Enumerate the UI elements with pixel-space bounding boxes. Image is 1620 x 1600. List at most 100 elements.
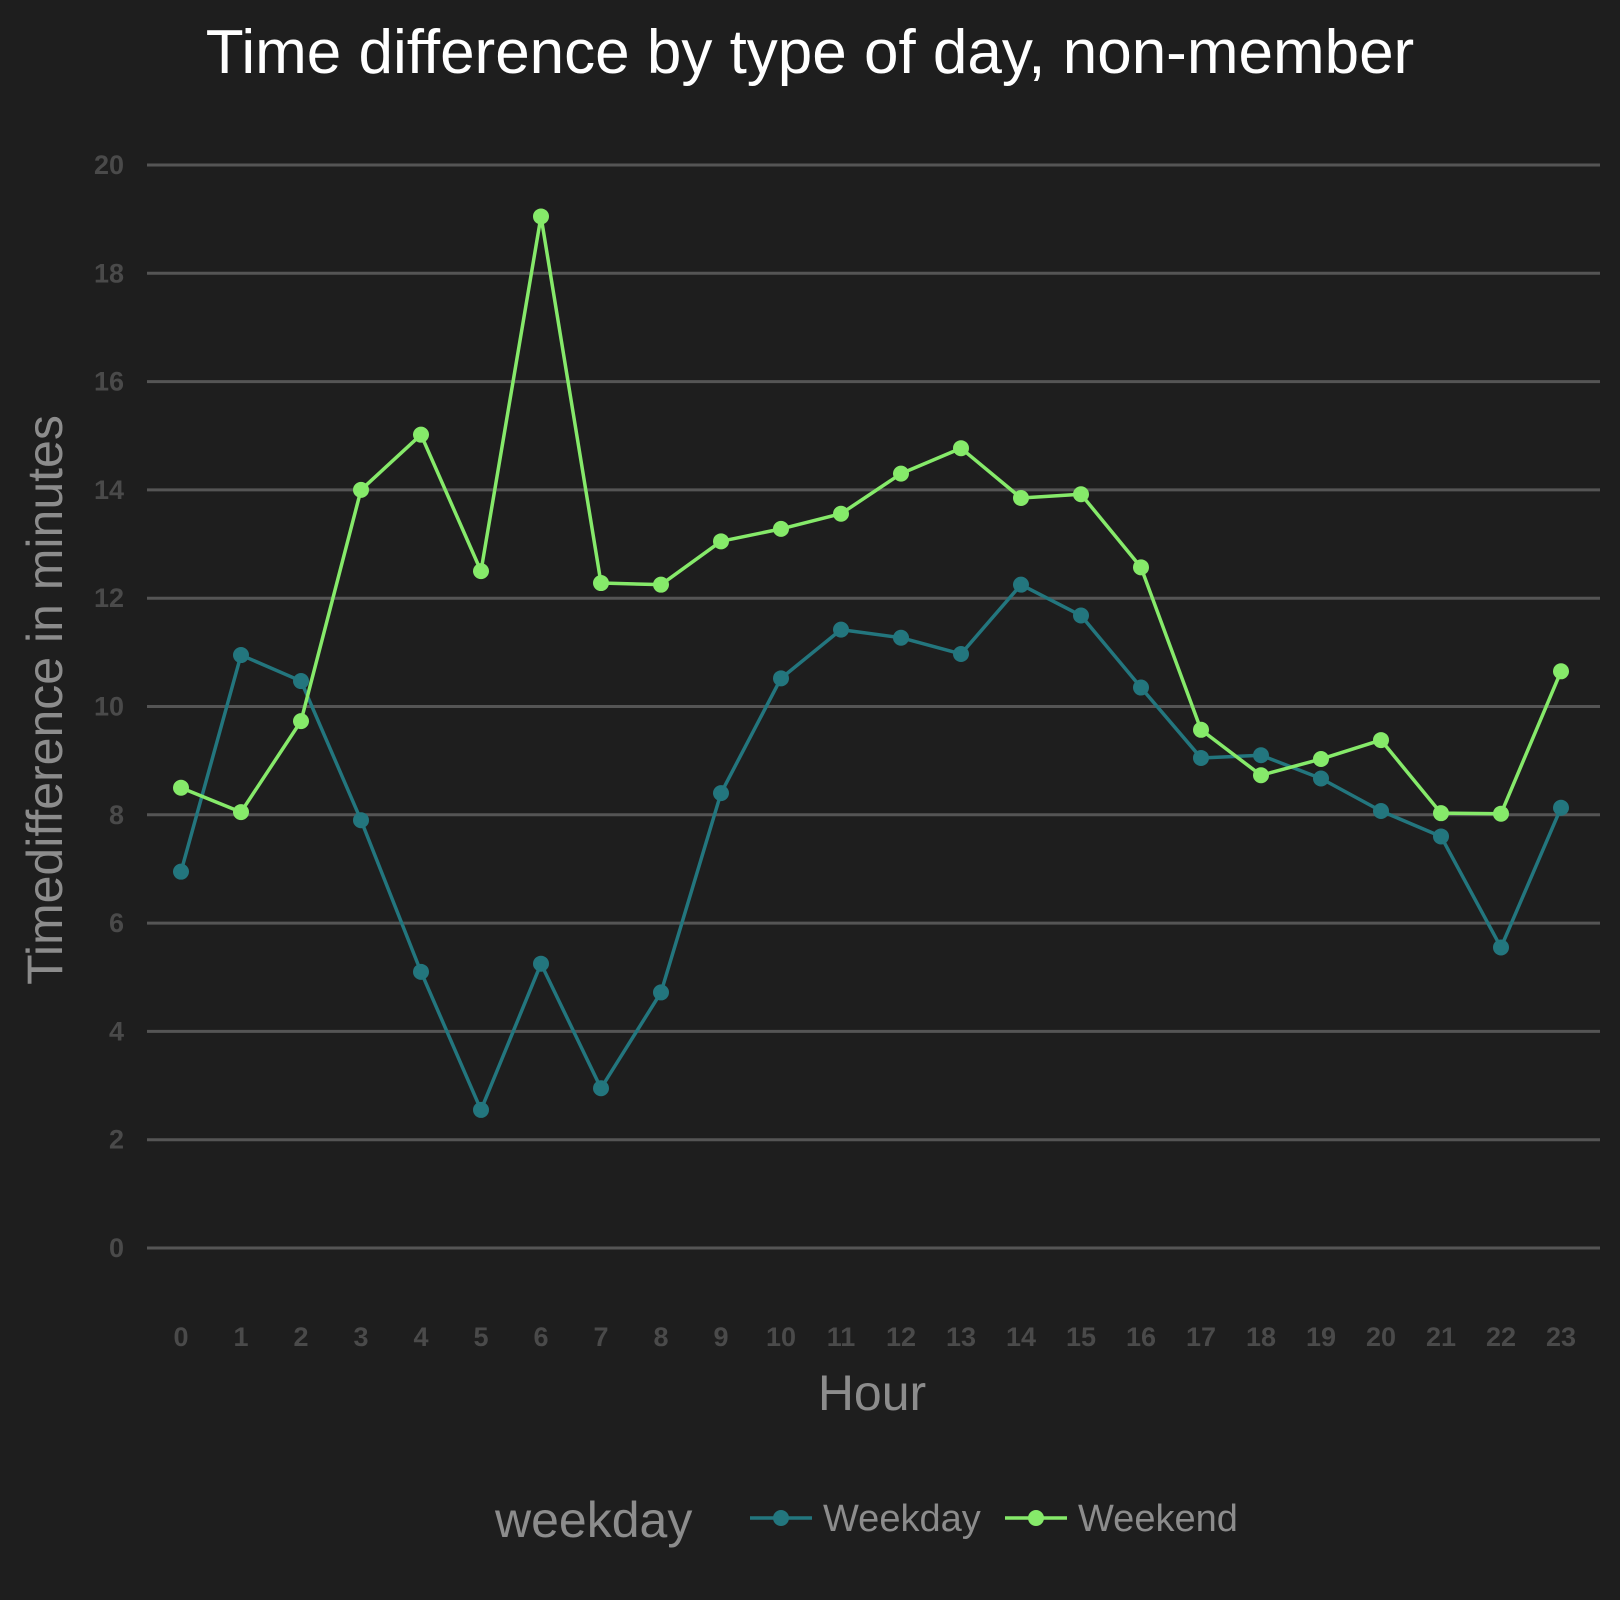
data-point-weekend [1013,490,1029,507]
data-point-weekend [413,426,429,443]
data-point-weekend [1073,486,1089,503]
x-tick-label: 23 [1546,1322,1576,1352]
legend-title: weekday [494,1492,692,1548]
y-tick-label: 8 [109,800,124,830]
y-tick-label: 16 [94,367,124,397]
y-tick-label: 2 [109,1125,124,1155]
legend-swatch-point [773,1510,789,1526]
x-tick-label: 17 [1186,1322,1216,1352]
y-tick-label: 10 [94,692,124,722]
data-point-weekend [1133,559,1149,576]
data-point-weekday [833,621,849,638]
series-layer [173,208,1569,1118]
x-tick-label: 7 [593,1322,608,1352]
x-tick-label: 16 [1126,1322,1156,1352]
data-point-weekend [233,804,249,821]
data-point-weekday [293,673,309,690]
legend-item-weekday: Weekday [750,1498,981,1540]
data-point-weekend [1553,663,1569,680]
data-point-weekend [293,713,309,730]
data-point-weekend [1373,732,1389,749]
data-point-weekday [413,963,429,980]
data-point-weekday [1193,749,1209,766]
data-point-weekend [1193,721,1209,738]
y-tick-label: 0 [109,1233,124,1263]
y-axis-title: Timedifference in minutes [17,415,73,985]
data-point-weekend [893,465,909,482]
x-tick-label: 12 [886,1322,916,1352]
legend-item-weekend: Weekend [1005,1498,1238,1540]
x-axis-title: Hour [818,1365,926,1421]
chart-title: Time difference by type of day, non-memb… [206,18,1414,87]
x-tick-label: 9 [713,1322,728,1352]
data-point-weekend [1253,767,1269,784]
legend-swatch-point [1028,1510,1044,1526]
data-point-weekend [953,440,969,457]
series-line-weekend [180,214,1563,816]
y-tick-label: 20 [94,150,124,180]
series-weekday [173,576,1569,1118]
x-tick-label: 22 [1486,1322,1516,1352]
data-point-weekend [713,533,729,550]
x-tick-label: 0 [173,1322,188,1352]
data-point-weekday [233,647,249,664]
y-tick-label: 18 [94,258,124,288]
data-point-weekend [773,520,789,537]
gridlines [147,163,1600,1250]
data-point-weekend [173,779,189,796]
data-point-weekday [1373,803,1389,820]
data-point-weekday [1073,607,1089,624]
data-point-weekend [473,563,489,580]
x-tick-label: 10 [766,1322,796,1352]
x-tick-label: 4 [413,1322,428,1352]
data-point-weekend [833,505,849,522]
legend-label: Weekday [823,1498,981,1540]
data-point-weekend [653,576,669,593]
data-point-weekday [1553,799,1569,816]
data-point-weekday [1433,828,1449,845]
data-point-weekend [593,575,609,592]
y-tick-label: 4 [109,1016,124,1046]
legend-label: Weekend [1078,1498,1238,1540]
x-tick-label: 15 [1066,1322,1096,1352]
x-tick-label: 5 [473,1322,488,1352]
data-point-weekday [653,984,669,1001]
series-line-weekday [179,582,1563,1112]
data-point-weekday [353,812,369,829]
x-tick-label: 3 [353,1322,368,1352]
x-tick-label: 20 [1366,1322,1396,1352]
y-axis-ticks: 0 2 4 6 8 10 12 14 16 18 20 [94,150,124,1263]
data-point-weekday [773,670,789,687]
data-point-weekend [353,481,369,498]
data-point-weekday [1013,576,1029,593]
x-tick-label: 18 [1246,1322,1276,1352]
data-point-weekday [1493,939,1509,956]
data-point-weekend [1433,805,1449,822]
data-point-weekday [1253,747,1269,764]
data-point-weekday [473,1101,489,1118]
data-point-weekday [713,785,729,802]
x-tick-label: 6 [533,1322,548,1352]
y-tick-label: 14 [94,475,124,505]
data-point-weekday [953,645,969,662]
data-point-weekday [893,629,909,646]
x-axis-ticks: 0 1 2 3 4 5 6 7 8 9 10 11 12 13 14 15 16 17 18 19 20 21 22 23 [173,1322,1576,1352]
x-tick-label: 2 [293,1322,308,1352]
y-tick-label: 6 [109,908,124,938]
data-point-weekend [533,208,549,225]
y-tick-label: 12 [94,583,124,613]
x-tick-label: 1 [233,1322,248,1352]
data-point-weekend [1493,805,1509,822]
x-tick-label: 13 [946,1322,976,1352]
x-tick-label: 8 [653,1322,668,1352]
legend: weekday Weekday Weekend [494,1492,1238,1548]
data-point-weekday [1313,770,1329,787]
data-point-weekday [533,955,549,972]
data-point-weekend [1313,751,1329,768]
data-point-weekday [593,1080,609,1097]
data-point-weekday [173,863,189,880]
data-point-weekday [1133,679,1149,696]
x-tick-label: 19 [1306,1322,1336,1352]
x-tick-label: 11 [827,1322,856,1352]
